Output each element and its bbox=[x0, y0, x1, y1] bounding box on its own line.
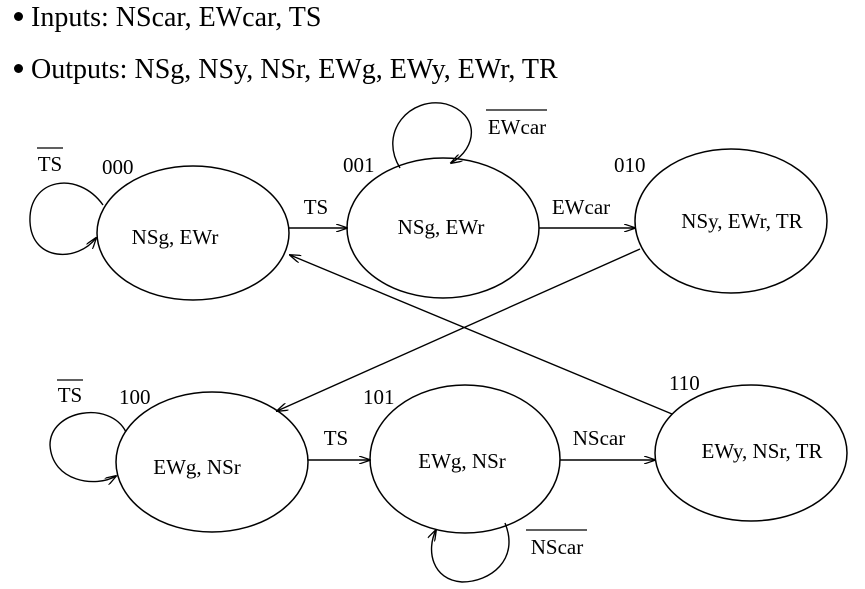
edge-100-101: TS bbox=[308, 426, 370, 460]
state-ellipse bbox=[115, 391, 309, 533]
edge-101-110: NScar bbox=[560, 426, 655, 460]
state-code: 110 bbox=[669, 371, 700, 395]
edge-001-010: EWcar bbox=[539, 195, 635, 228]
bullet-dot-icon bbox=[14, 12, 23, 22]
state-outputs: EWy, NSr, TR bbox=[702, 439, 823, 463]
state-ellipse bbox=[96, 165, 290, 301]
outputs-values: NSg, NSy, NSr, EWg, EWy, EWr, TR bbox=[134, 54, 558, 85]
edge-000-001: TS bbox=[289, 195, 347, 228]
bullet-inputs: Inputs: NScar, EWcar, TS bbox=[14, 2, 321, 34]
self-loop-101: NScar bbox=[432, 522, 587, 583]
bullet-outputs: Outputs: NSg, NSy, NSr, EWg, EWy, EWr, T… bbox=[14, 54, 558, 86]
edge-010-100 bbox=[277, 248, 641, 411]
state-110: 110 EWy, NSr, TR bbox=[654, 371, 848, 522]
state-outputs: NSg, EWr bbox=[398, 215, 485, 239]
state-code: 100 bbox=[119, 385, 151, 409]
outputs-label: Outputs: bbox=[31, 54, 128, 85]
transition-label: NScar bbox=[573, 426, 625, 450]
state-ellipse bbox=[634, 148, 828, 294]
self-loop-001: EWcar bbox=[392, 102, 547, 169]
state-000: 000 NSg, EWr bbox=[96, 155, 290, 301]
state-100: 100 EWg, NSr bbox=[115, 385, 309, 533]
state-101: 101 EWg, NSr bbox=[363, 384, 561, 534]
transition-label: NScar bbox=[531, 535, 583, 559]
state-outputs: EWg, NSr bbox=[418, 449, 506, 473]
state-010: 010 NSy, EWr, TR bbox=[614, 148, 828, 294]
self-loop-000: TS bbox=[29, 147, 104, 256]
state-outputs: EWg, NSr bbox=[153, 455, 241, 479]
state-001: 001 NSg, EWr bbox=[343, 153, 540, 299]
edge-110-000 bbox=[290, 255, 673, 415]
state-code: 010 bbox=[614, 153, 646, 177]
transition-label: TS bbox=[58, 383, 83, 407]
transition-label: TS bbox=[304, 195, 329, 219]
self-loop-100: TS bbox=[49, 379, 127, 482]
transition-label: TS bbox=[38, 152, 63, 176]
state-ellipse bbox=[654, 384, 848, 522]
state-outputs: NSg, EWr bbox=[132, 225, 219, 249]
transition-label: EWcar bbox=[488, 115, 546, 139]
state-code: 001 bbox=[343, 153, 375, 177]
inputs-values: NScar, EWcar, TS bbox=[115, 2, 322, 33]
transition-label: TS bbox=[324, 426, 349, 450]
state-code: 101 bbox=[363, 385, 395, 409]
transition-label: EWcar bbox=[552, 195, 610, 219]
state-outputs: NSy, EWr, TR bbox=[681, 209, 802, 233]
inputs-label: Inputs: bbox=[31, 2, 109, 33]
state-code: 000 bbox=[102, 155, 134, 179]
bullet-dot-icon bbox=[14, 64, 23, 74]
